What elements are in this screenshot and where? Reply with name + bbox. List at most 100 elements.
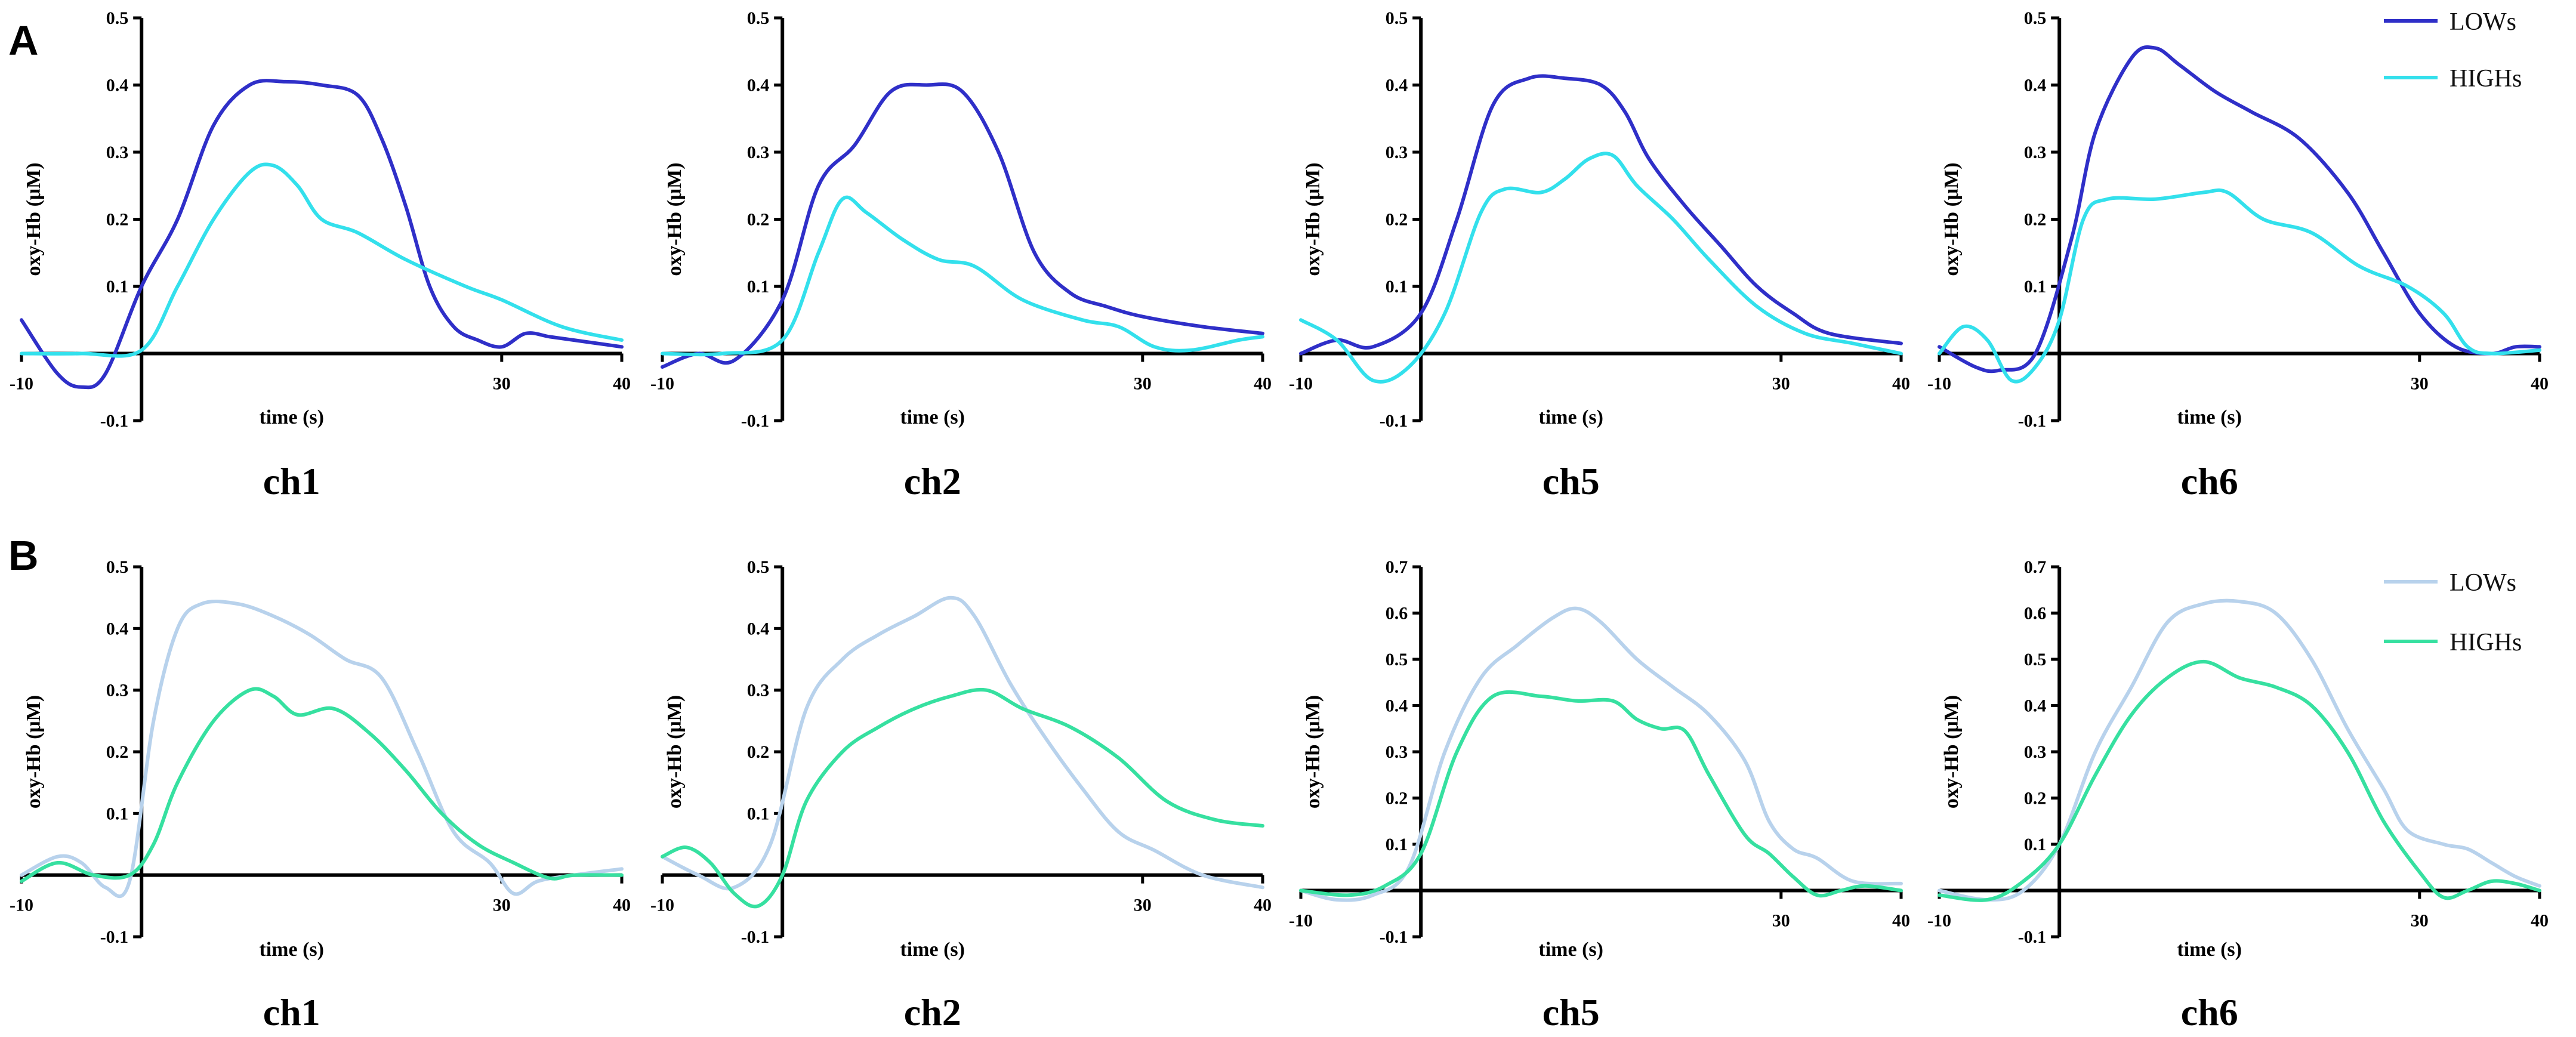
x-tick-label: 30	[2411, 374, 2429, 394]
panel-letter-a: A	[8, 17, 39, 64]
y-axis-title: oxy-Hb (μM)	[1941, 162, 1963, 276]
x-tick-label: 40	[613, 374, 631, 394]
chart-b-ch6: -0.1 0.1 0.2 0.3 0.4 0.5 0.6 0.7 -10 30 40 time (s)…	[1927, 557, 2549, 1033]
y-tick-label: 0.1	[2024, 835, 2047, 854]
y-tick-label: 0.2	[106, 742, 129, 762]
legend-a: LOWs HIGHs	[2384, 8, 2522, 92]
y-tick-label: -0.1	[1380, 927, 1408, 947]
y-tick-label: 0.3	[106, 681, 129, 700]
y-tick-label: 0.2	[106, 210, 129, 230]
y-tick-label: 0.5	[2024, 8, 2047, 28]
chart-title: ch1	[263, 991, 320, 1033]
chart-title: ch6	[2181, 991, 2238, 1033]
x-axis-title: time (s)	[259, 406, 324, 428]
series-line-lows	[1299, 74, 1903, 356]
series-line-highs	[1299, 690, 1903, 898]
y-tick-label: 0.3	[2024, 742, 2047, 762]
chart-b-ch1: -0.1 0.1 0.2 0.3 0.4 0.5 -10 30 40 time (s) oxy-Hb…	[10, 557, 631, 1033]
y-axis-title: oxy-Hb (μM)	[1302, 162, 1324, 276]
x-tick-label: 30	[1772, 911, 1790, 931]
series-line-highs	[1938, 188, 2541, 384]
x-tick-label: -10	[1927, 911, 1951, 931]
x-tick-label: 30	[1134, 374, 1152, 394]
y-tick-label: 0.3	[747, 681, 770, 700]
series-line-lows	[661, 595, 1264, 891]
y-tick-label: -0.1	[741, 411, 770, 431]
y-tick-label: -0.1	[741, 927, 770, 947]
y-tick-label: 0.1	[1386, 835, 1408, 854]
y-tick-label: 0.2	[747, 742, 770, 762]
y-tick-label: 0.7	[1386, 557, 1408, 577]
series-line-lows	[661, 82, 1264, 369]
chart-title: ch2	[904, 460, 961, 502]
y-tick-label: -0.1	[1380, 411, 1408, 431]
y-tick-label: 0.5	[747, 557, 770, 577]
y-tick-label: -0.1	[2018, 927, 2047, 947]
x-axis-title: time (s)	[900, 939, 965, 961]
chart-title: ch5	[1542, 991, 1600, 1033]
series-line-highs	[1938, 659, 2541, 902]
y-tick-label: 0.5	[106, 8, 129, 28]
charts: -0.1 0.1 0.2 0.3 0.4 0.5 -10 30 40 time (s) oxy-Hb…	[10, 8, 2549, 1033]
y-tick-label: 0.4	[106, 619, 129, 638]
chart-title: ch2	[904, 991, 961, 1033]
y-tick-label: 0.1	[106, 277, 129, 297]
series-line-lows	[1299, 606, 1903, 902]
x-tick-label: 30	[1134, 896, 1152, 915]
chart-title: ch1	[263, 460, 320, 502]
x-tick-label: 40	[2531, 911, 2549, 931]
y-tick-label: -0.1	[100, 411, 129, 431]
y-axis-title: oxy-Hb (μM)	[1302, 695, 1324, 808]
x-tick-label: 40	[1892, 374, 1910, 394]
x-tick-label: 30	[493, 896, 511, 915]
y-tick-label: 0.3	[106, 143, 129, 162]
x-tick-label: 40	[613, 896, 631, 915]
y-tick-label: 0.3	[1386, 742, 1408, 762]
legend-b: LOWs HIGHs	[2384, 569, 2522, 656]
x-axis-title: time (s)	[1538, 406, 1603, 428]
x-axis-title: time (s)	[900, 406, 965, 428]
chart-b-ch2: -0.1 0.1 0.2 0.3 0.4 0.5 -10 30 40 time (s) oxy-Hb…	[650, 557, 1272, 1033]
x-tick-label: -10	[10, 374, 33, 394]
series-line-highs	[20, 687, 624, 883]
y-tick-label: 0.5	[747, 8, 770, 28]
y-tick-label: 0.5	[2024, 650, 2047, 669]
x-tick-label: 40	[1254, 896, 1272, 915]
y-tick-label: 0.3	[1386, 143, 1408, 162]
y-axis-title: oxy-Hb (μM)	[23, 162, 45, 276]
y-tick-label: 0.6	[2024, 604, 2047, 624]
x-axis-title: time (s)	[2177, 406, 2242, 428]
x-tick-label: 40	[2531, 374, 2549, 394]
y-tick-label: 0.2	[747, 210, 770, 230]
y-tick-label: 0.1	[2024, 277, 2047, 297]
chart-a-ch6: -0.1 0.1 0.2 0.3 0.4 0.5 -10 30 40 time (s) oxy-Hb…	[1927, 8, 2549, 502]
y-tick-label: 0.2	[2024, 210, 2047, 230]
x-axis-title: time (s)	[1538, 939, 1603, 961]
y-tick-label: 0.2	[1386, 210, 1408, 230]
x-tick-label: 30	[493, 374, 511, 394]
chart-title: ch5	[1542, 460, 1600, 502]
x-tick-label: -10	[1927, 374, 1951, 394]
y-tick-label: 0.3	[2024, 143, 2047, 162]
x-tick-label: 30	[2411, 911, 2429, 931]
y-tick-label: 0.1	[747, 277, 770, 297]
legend-b-highs-label: HIGHs	[2449, 629, 2522, 656]
y-tick-label: 0.5	[1386, 8, 1408, 28]
y-tick-label: 0.3	[747, 143, 770, 162]
x-tick-label: -10	[1289, 911, 1313, 931]
series-line-lows	[1938, 45, 2541, 374]
y-tick-label: 0.4	[1386, 76, 1408, 95]
x-axis-title: time (s)	[259, 939, 324, 961]
y-axis-title: oxy-Hb (μM)	[23, 695, 45, 808]
panel-letter-b: B	[8, 532, 39, 579]
y-tick-label: -0.1	[100, 927, 129, 947]
y-tick-label: 0.7	[2024, 557, 2047, 577]
y-tick-label: 0.4	[747, 76, 770, 95]
x-tick-label: -10	[650, 896, 674, 915]
y-tick-label: 0.4	[2024, 76, 2047, 95]
series-line-highs	[1299, 152, 1903, 384]
y-tick-label: 0.4	[106, 76, 129, 95]
chart-a-ch5: -0.1 0.1 0.2 0.3 0.4 0.5 -10 30 40 time (s) oxy-Hb…	[1289, 8, 1910, 502]
y-axis-title: oxy-Hb (μM)	[664, 695, 686, 808]
